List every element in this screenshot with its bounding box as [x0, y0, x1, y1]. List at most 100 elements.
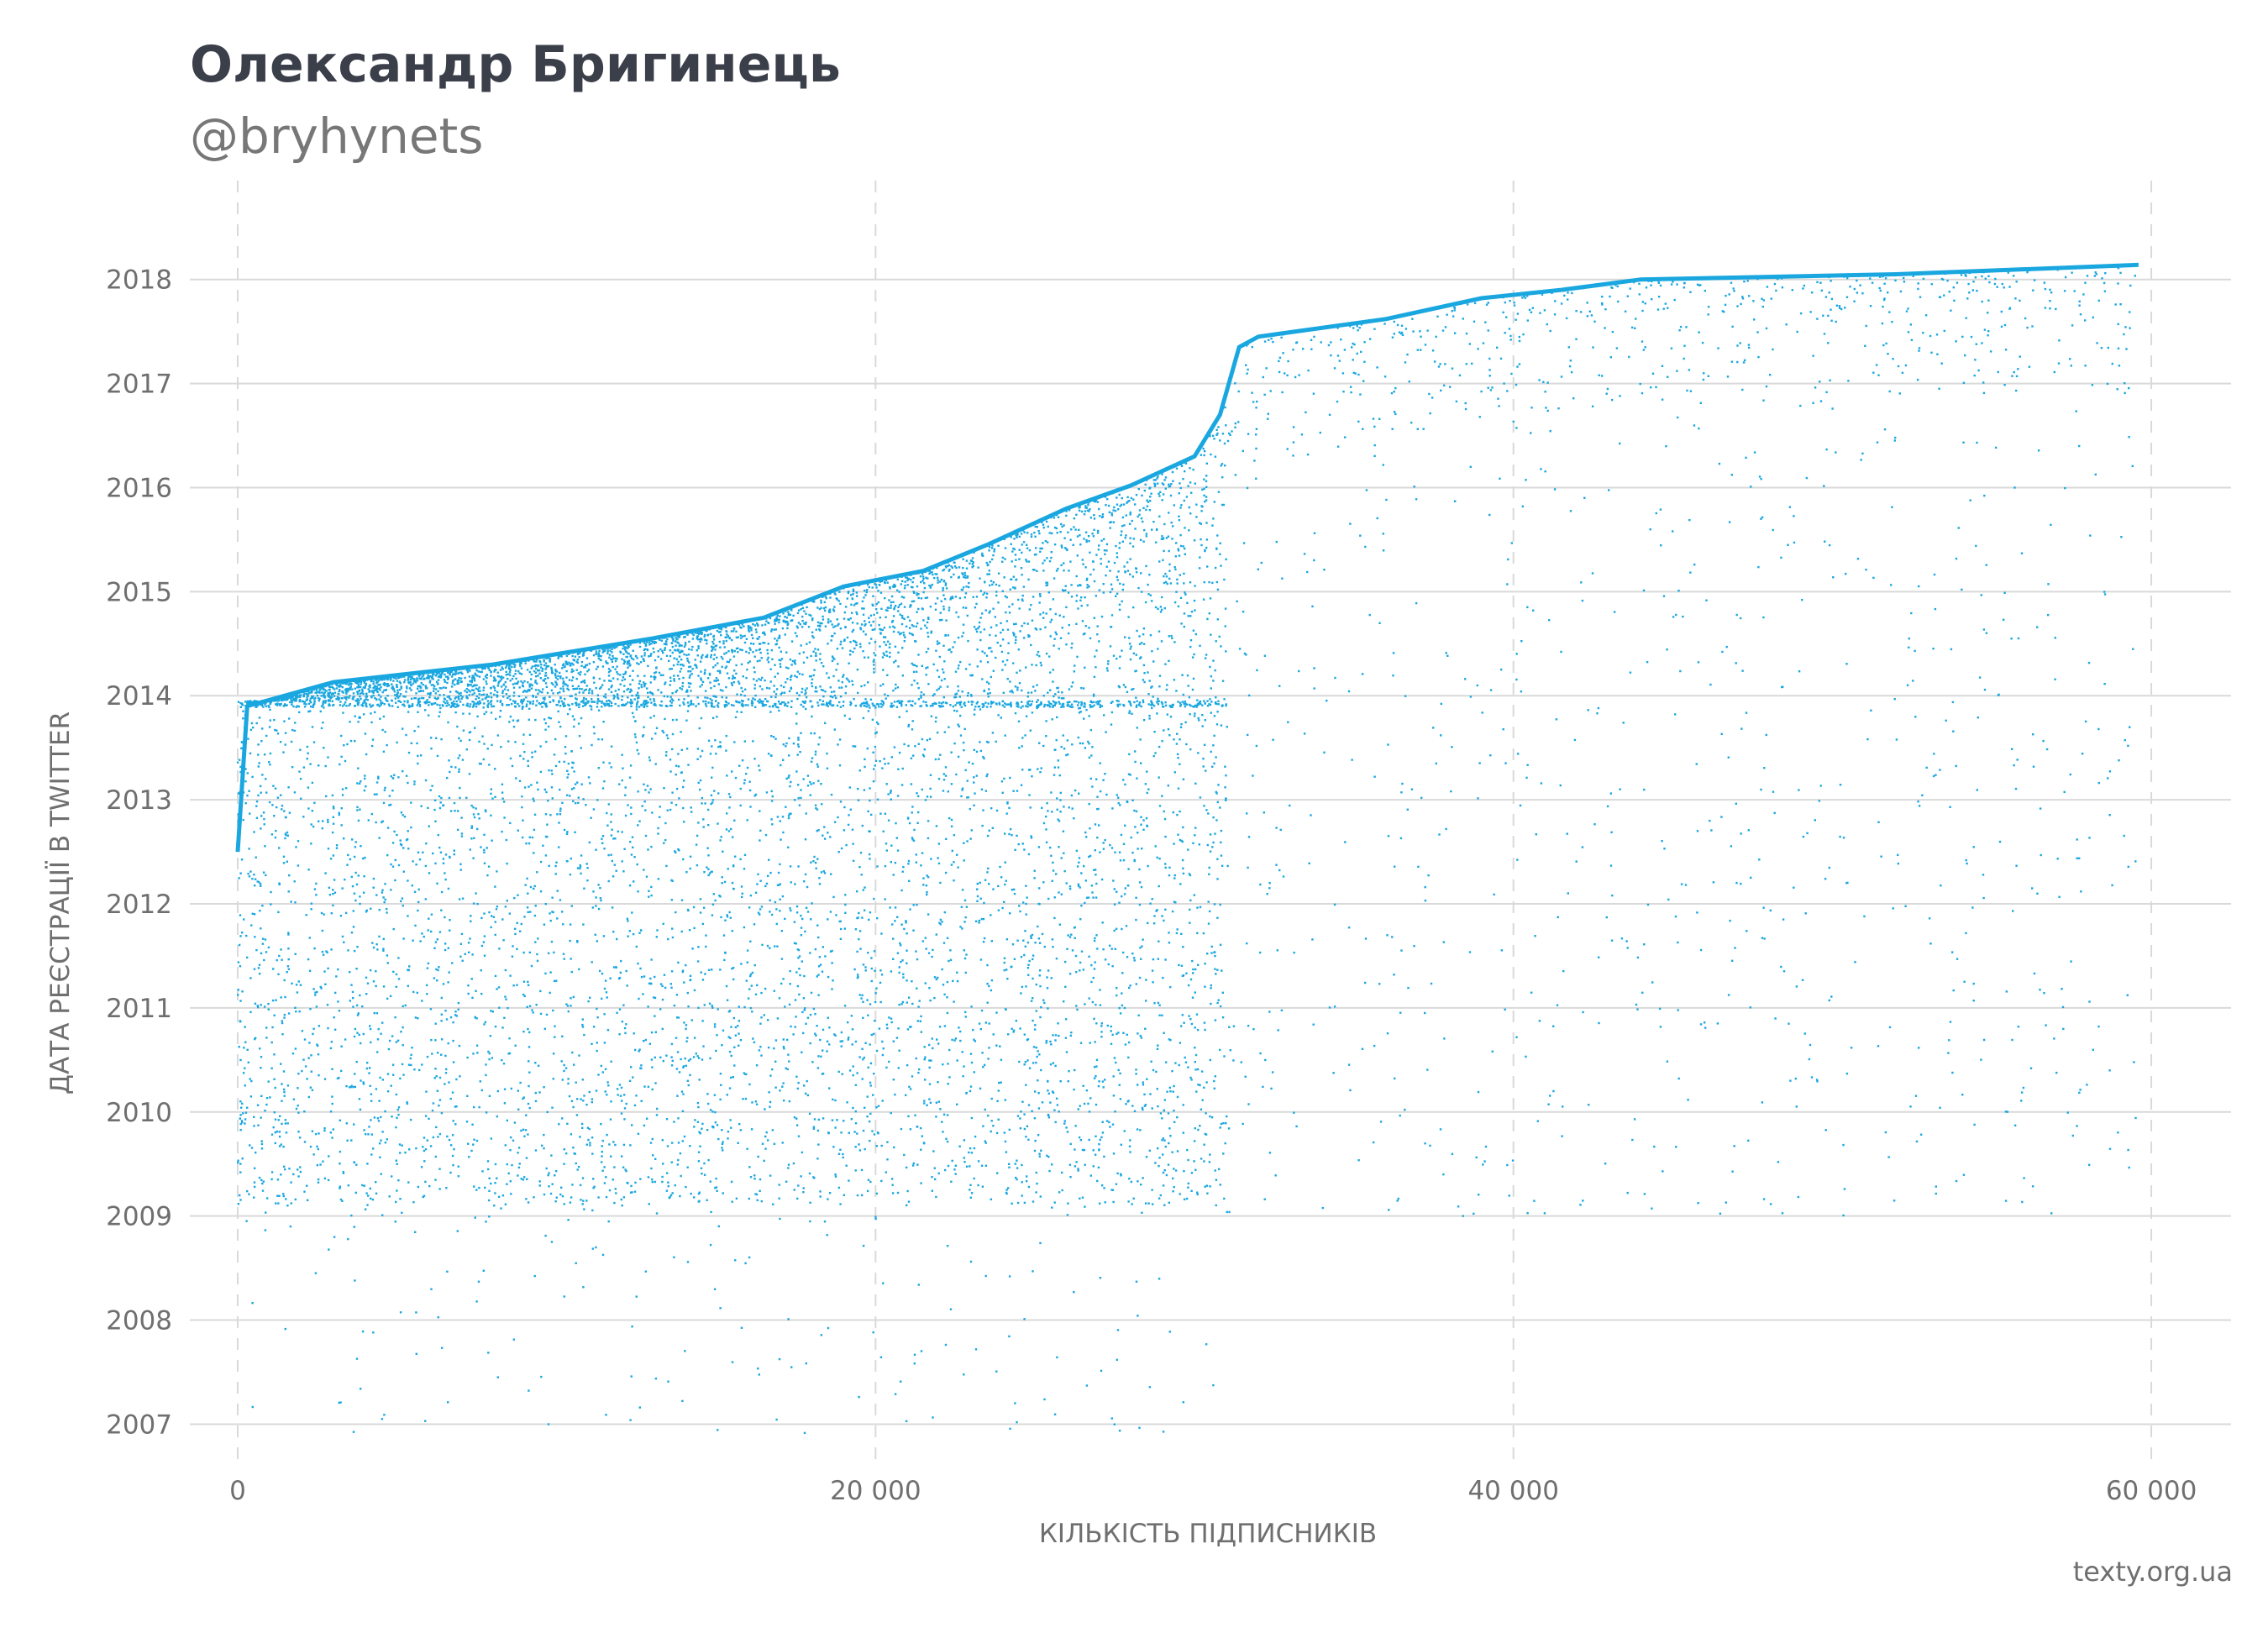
data-point: [1055, 1097, 1058, 1100]
data-point: [699, 1132, 701, 1135]
data-point: [564, 683, 566, 685]
data-point: [969, 1089, 972, 1093]
data-point: [962, 632, 965, 634]
data-point: [1179, 463, 1183, 465]
data-point: [420, 1166, 423, 1168]
data-point: [879, 702, 882, 706]
data-point: [514, 664, 517, 666]
data-point: [475, 702, 477, 706]
data-point: [419, 940, 422, 942]
data-point: [1205, 654, 1208, 656]
data-point: [964, 769, 967, 772]
data-point: [1068, 705, 1072, 707]
data-point: [893, 746, 896, 748]
data-point: [950, 825, 953, 827]
data-point: [927, 837, 930, 840]
data-point: [798, 694, 801, 696]
data-point: [424, 779, 428, 782]
data-point: [284, 832, 287, 835]
data-point: [1047, 591, 1050, 594]
data-point: [345, 692, 348, 695]
data-point: [1033, 877, 1036, 879]
data-point: [1199, 796, 1202, 799]
data-point: [831, 659, 834, 662]
data-point: [731, 930, 733, 932]
data-point: [975, 774, 978, 777]
data-point: [1108, 511, 1111, 513]
data-point: [814, 948, 817, 951]
data-point: [1167, 467, 1169, 470]
data-point: [575, 693, 577, 696]
data-point: [912, 670, 916, 674]
data-point: [307, 869, 310, 871]
data-point: [608, 705, 611, 707]
data-point: [1203, 487, 1205, 491]
data-point: [897, 665, 900, 668]
data-point: [930, 566, 932, 570]
data-point: [1167, 1112, 1170, 1115]
data-point: [1009, 588, 1011, 591]
data-point: [732, 630, 735, 633]
data-point: [285, 704, 287, 706]
data-point: [511, 677, 514, 680]
data-point: [1023, 1033, 1026, 1036]
data-point: [627, 666, 629, 669]
data-point: [1073, 817, 1075, 820]
data-point: [1017, 843, 1020, 846]
data-point: [237, 820, 239, 822]
data-point: [844, 691, 847, 695]
data-point: [1209, 703, 1212, 706]
data-point: [356, 806, 359, 809]
data-point: [421, 673, 424, 675]
data-point: [811, 682, 813, 685]
data-point: [307, 695, 309, 697]
data-point: [394, 858, 396, 862]
data-point: [494, 885, 496, 888]
data-point: [629, 841, 632, 843]
data-point: [938, 619, 942, 622]
data-point: [852, 683, 854, 686]
data-point: [685, 631, 689, 633]
data-point: [814, 753, 817, 756]
data-point: [700, 971, 702, 974]
data-point: [475, 695, 478, 698]
data-point: [923, 748, 926, 751]
data-point: [365, 976, 368, 979]
data-point: [899, 942, 901, 945]
data-point: [1161, 482, 1164, 485]
data-point: [691, 645, 694, 648]
data-point: [1033, 1149, 1037, 1152]
data-point: [534, 671, 538, 674]
data-point: [1065, 1126, 1068, 1129]
data-point: [773, 685, 775, 687]
data-point: [1089, 551, 1091, 554]
data-point: [677, 633, 680, 635]
data-point: [1110, 514, 1114, 517]
data-point: [249, 1095, 253, 1098]
data-point: [395, 701, 397, 704]
data-point: [711, 776, 713, 779]
data-point: [796, 612, 800, 615]
data-point: [1216, 801, 1219, 804]
data-point: [834, 1173, 837, 1176]
data-point: [475, 706, 478, 708]
data-point: [681, 970, 684, 974]
data-point: [1116, 579, 1119, 581]
data-point: [924, 1079, 927, 1081]
data-point: [748, 626, 752, 628]
data-point: [853, 968, 856, 971]
data-point: [916, 1126, 919, 1128]
data-point: [491, 743, 493, 747]
data-point: [911, 806, 914, 808]
data-point: [601, 997, 603, 1000]
data-point: [328, 886, 331, 889]
data-point: [1026, 1059, 1029, 1062]
data-point: [947, 561, 949, 564]
data-point: [473, 1185, 475, 1188]
data-point: [1066, 739, 1069, 742]
data-point: [779, 820, 781, 822]
data-point: [453, 801, 456, 805]
data-point: [787, 1053, 790, 1056]
data-point: [1008, 606, 1011, 608]
data-point: [654, 672, 656, 675]
